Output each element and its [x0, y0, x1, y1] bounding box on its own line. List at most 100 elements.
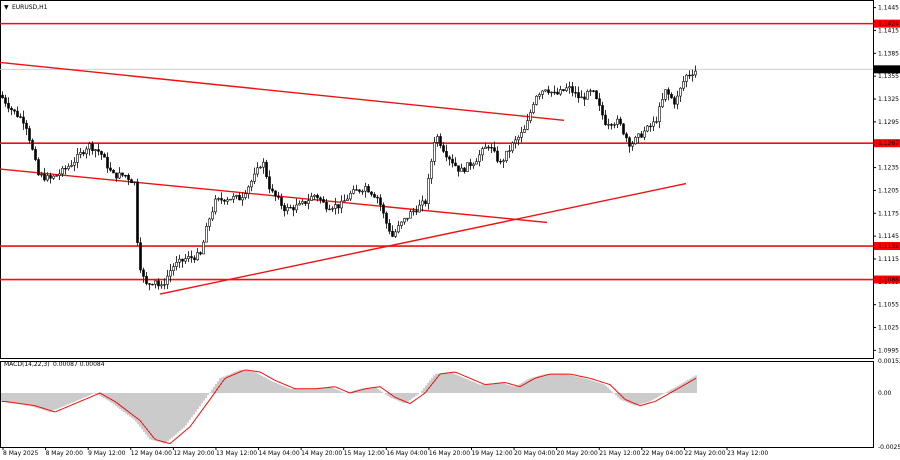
candle [328, 204, 331, 211]
candle-body [121, 172, 124, 176]
chart-header: ▼ EURUSD,H1 [4, 4, 48, 11]
candle-body [430, 161, 433, 179]
candle-body [358, 189, 361, 192]
time-tick-label: 8 May 2025 [3, 450, 38, 457]
candle-body [592, 90, 595, 92]
candle [127, 173, 130, 185]
level-price-tag [874, 139, 900, 148]
candle [613, 122, 616, 129]
price-frame [0, 0, 874, 359]
candle-body [193, 257, 196, 261]
candle-body [346, 198, 349, 201]
candle-body [223, 199, 226, 202]
candle-body [535, 95, 538, 105]
candle-body [241, 197, 244, 201]
current-price-tag [874, 65, 900, 74]
macd-pane[interactable] [0, 361, 874, 448]
candle [409, 209, 412, 219]
candle-body [565, 87, 568, 91]
candle-body [418, 204, 421, 213]
candle [433, 136, 436, 166]
candle [607, 118, 610, 130]
candle [622, 123, 625, 136]
candle-body [73, 162, 76, 166]
candle [478, 149, 481, 167]
candle [655, 116, 658, 124]
candle [550, 91, 553, 97]
candle [292, 204, 295, 217]
candle [640, 130, 643, 138]
candle [643, 126, 646, 141]
symbol-menu-icon[interactable]: ▼ [4, 4, 9, 11]
candle [151, 283, 154, 286]
candle [286, 203, 289, 215]
candle [118, 167, 121, 180]
candle [316, 193, 319, 202]
candle-body [391, 230, 394, 237]
candle-body [130, 179, 133, 184]
price-tick-label: 1.1385 [878, 50, 899, 57]
candle-body [13, 109, 16, 112]
candle [658, 102, 661, 129]
candle [472, 162, 475, 169]
candle [583, 92, 586, 106]
time-tick-label: 21 May 12:00 [599, 450, 640, 457]
candle-body [61, 167, 64, 175]
candle-body [232, 196, 235, 200]
candle-body [127, 174, 130, 180]
candle [211, 206, 214, 222]
candle [79, 148, 82, 159]
candle-body [613, 124, 616, 126]
candle-body [643, 130, 646, 138]
candle [10, 106, 13, 116]
candle [466, 162, 469, 172]
candle [199, 251, 202, 256]
candle [226, 196, 229, 205]
candle-body [136, 181, 139, 243]
candle [145, 272, 148, 286]
candle [556, 87, 559, 96]
candle-body [208, 218, 211, 227]
candle [7, 97, 10, 113]
candle-body [151, 283, 154, 286]
candle [460, 163, 463, 172]
candle [163, 278, 166, 290]
candle [502, 158, 505, 169]
candle [334, 197, 337, 215]
candle-body [97, 149, 100, 152]
candle-body [451, 158, 454, 164]
candle-body [280, 197, 283, 206]
candle-body [541, 90, 544, 95]
candle-body [190, 256, 193, 259]
candle [28, 125, 31, 145]
candle [679, 87, 682, 102]
candle-body [478, 154, 481, 162]
candle [190, 250, 193, 263]
candle [307, 193, 310, 210]
candle-body [664, 89, 667, 100]
candle-body [256, 167, 259, 175]
candle-body [28, 128, 31, 141]
candle-body [481, 148, 484, 156]
candle-body [199, 252, 202, 255]
symbol-title: EURUSD,H1 [12, 4, 48, 11]
candle [115, 172, 118, 182]
candle-body [253, 173, 256, 182]
candle [331, 206, 334, 213]
candle [244, 189, 247, 200]
candle-body [340, 200, 343, 209]
candle [43, 167, 46, 182]
candle [379, 194, 382, 211]
candle-body [271, 188, 274, 192]
candle [547, 85, 550, 95]
candle-body [274, 190, 277, 197]
candle-body [610, 124, 613, 126]
price-pane[interactable] [0, 0, 874, 359]
candle-body [247, 186, 250, 194]
candle-body [499, 160, 502, 163]
candle [601, 101, 604, 120]
candle [493, 141, 496, 153]
candle [430, 158, 433, 184]
candle-body [52, 175, 55, 179]
candle [361, 189, 364, 195]
